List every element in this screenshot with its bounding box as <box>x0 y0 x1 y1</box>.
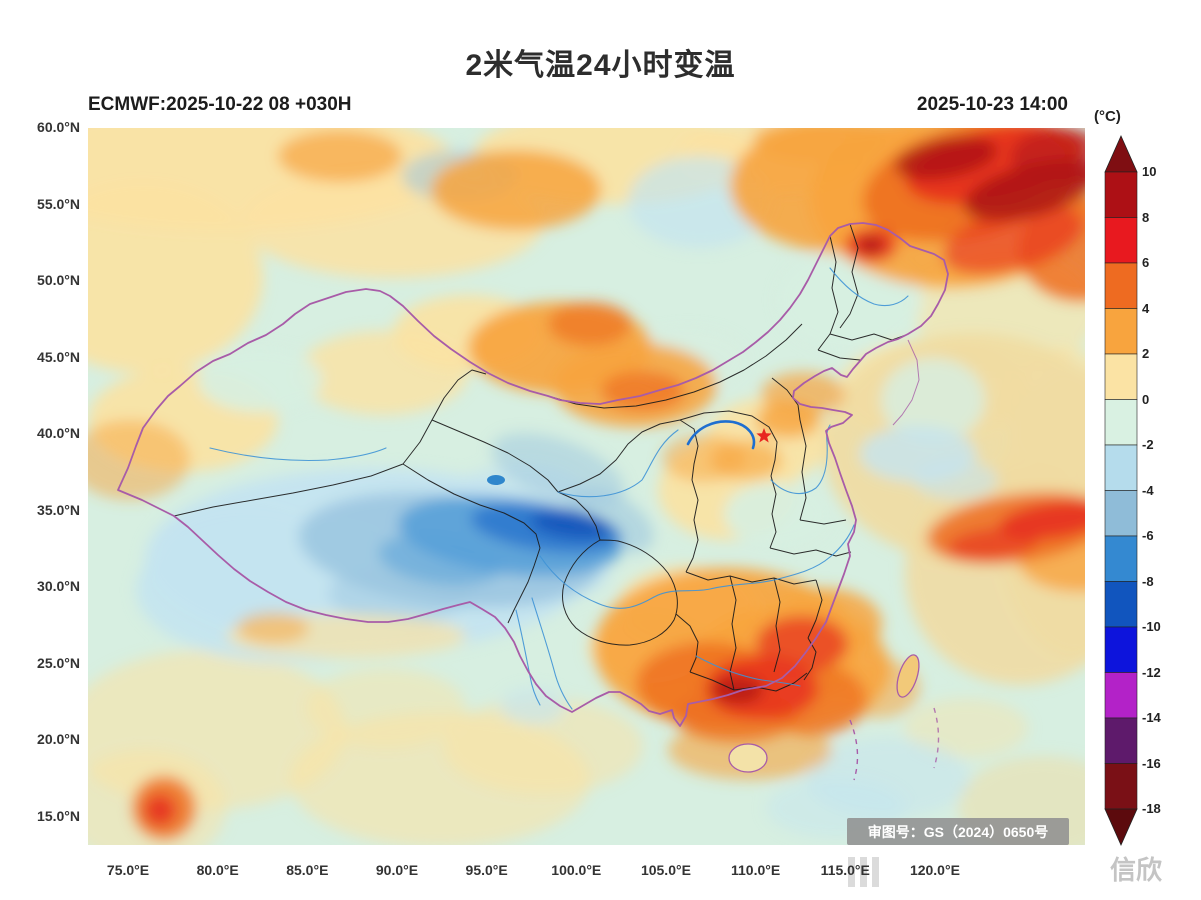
lon-tick-label: 75.0°E <box>106 862 150 878</box>
colorbar-segment <box>1104 171 1138 218</box>
colorbar-tick-label: 10 <box>1142 164 1157 179</box>
lat-tick-label: 45.0°N <box>37 348 80 365</box>
colorbar-segment <box>1104 308 1138 355</box>
lon-tick-label: 105.0°E <box>640 862 691 878</box>
geography-layer <box>117 222 949 781</box>
colorbar-tick-label: -10 <box>1142 619 1161 634</box>
lat-tick-label: 55.0°N <box>37 195 80 212</box>
colorbar-segment <box>1104 217 1138 264</box>
lon-tick-label: 100.0°E <box>551 862 602 878</box>
colorbar-segment <box>1104 717 1138 764</box>
lon-tick-label: 85.0°E <box>286 862 329 878</box>
lon-tick-label: 120.0°E <box>909 862 960 878</box>
lat-tick-label: 15.0°N <box>37 808 80 825</box>
colorbar-tick-label: 4 <box>1142 300 1150 316</box>
colorbar-tick-label: -18 <box>1142 801 1161 816</box>
colorbar-tick-label: -12 <box>1142 664 1161 680</box>
rivers <box>209 267 909 710</box>
taiwan-island <box>896 654 920 698</box>
lat-tick-label: 40.0°N <box>37 425 80 442</box>
colorbar-arrow-bottom <box>1104 808 1138 846</box>
hetao-river-highlight <box>686 420 756 450</box>
lon-tick-label: 110.0°E <box>731 862 781 878</box>
colorbar-segment <box>1104 444 1138 491</box>
colorbar-tick-label: 6 <box>1142 255 1150 270</box>
lon-tick-label: 115.0°E <box>820 862 870 878</box>
colorbar-unit-label: (°C) <box>1094 108 1121 125</box>
colorbar-segment <box>1104 763 1138 810</box>
model-run-label: ECMWF:2025-10-22 08 +030H <box>88 94 352 115</box>
lon-tick-label: 95.0°E <box>465 862 508 878</box>
colorbar-tick-label: 8 <box>1142 209 1150 225</box>
lat-tick-label: 20.0°N <box>37 731 80 748</box>
watermark-text: 信欣 <box>1110 855 1163 885</box>
colorbar-tick-label: 2 <box>1142 346 1150 361</box>
map-area <box>88 128 1085 845</box>
lat-tick-label: 50.0°N <box>37 272 80 289</box>
colorbar-svg <box>1104 135 1138 846</box>
temperature-field <box>88 128 1085 845</box>
sea-boundary-dashes <box>849 719 859 781</box>
hainan-island <box>728 743 768 773</box>
colorbar-segment <box>1104 353 1138 400</box>
lon-tick-label: 80.0°E <box>196 862 239 878</box>
colorbar-segment <box>1104 672 1138 719</box>
qinghai-lake <box>487 475 505 485</box>
colorbar-tick-label: -16 <box>1142 755 1161 771</box>
colorbar-tick-label: -6 <box>1142 528 1154 543</box>
colorbar-segment <box>1104 399 1138 446</box>
colorbar-arrow-top <box>1104 135 1138 173</box>
country-border <box>117 222 949 781</box>
colorbar-segment <box>1104 262 1138 309</box>
lat-tick-label: 30.0°N <box>37 578 80 595</box>
valid-time-label: 2025-10-23 14:00 <box>916 94 1068 115</box>
colorbar-tick-label: -8 <box>1142 573 1154 589</box>
weather-map <box>88 128 1085 845</box>
colorbar-segment <box>1104 581 1138 628</box>
lat-tick-label: 60.0°N <box>37 119 80 135</box>
colorbar-tick-label: -14 <box>1142 710 1161 725</box>
colorbar-tick-label: -2 <box>1142 437 1154 452</box>
colorbar-tick-label: 0 <box>1142 391 1150 407</box>
colorbar-segment <box>1104 535 1138 582</box>
page-title: 2米气温24小时变温 <box>465 49 736 82</box>
lat-tick-label: 35.0°N <box>37 501 80 518</box>
colorbar-segment <box>1104 626 1138 673</box>
map-approval-badge: 审图号：GS（2024）0650号 <box>847 818 1069 845</box>
colorbar-tick-label: -4 <box>1142 482 1154 498</box>
korea-coast <box>892 339 920 426</box>
lat-tick-label: 25.0°N <box>37 654 80 671</box>
lon-tick-label: 90.0°E <box>375 862 419 878</box>
colorbar-segment <box>1104 490 1138 537</box>
watermark-logo <box>848 857 879 887</box>
sea-boundary-dashes-2 <box>933 707 940 769</box>
capital-star-marker <box>756 428 772 443</box>
